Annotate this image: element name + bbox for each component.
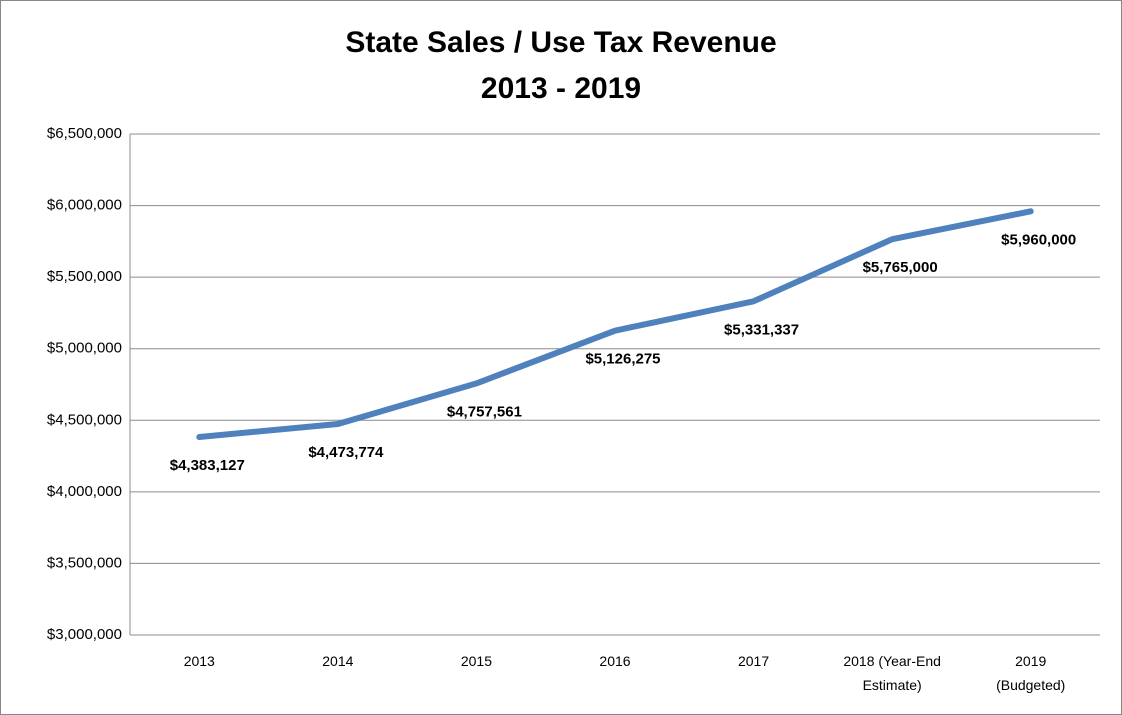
y-tick-label: $6,500,000	[47, 125, 122, 142]
x-tick-label: 2019 (Budgeted)	[996, 653, 1066, 693]
data-label: $5,331,337	[724, 321, 799, 338]
x-tick-label: 2016	[599, 653, 631, 669]
y-tick-label: $5,000,000	[47, 340, 122, 357]
data-line	[196, 208, 1034, 441]
chart-title: State Sales / Use Tax Revenue	[345, 26, 776, 59]
data-label: $5,126,275	[585, 351, 660, 368]
y-tick-label: $4,000,000	[47, 483, 122, 500]
x-tick-label: 2014	[322, 653, 354, 669]
y-tick-label: $5,500,000	[47, 268, 122, 285]
data-label: $4,383,127	[170, 457, 245, 474]
data-label: $5,960,000	[1001, 231, 1076, 248]
y-tick-label: $3,000,000	[47, 626, 122, 643]
data-label: $4,473,774	[308, 444, 384, 461]
x-tick-label: 2017	[737, 653, 770, 669]
x-tick-label: 2013	[183, 653, 215, 669]
data-label: $4,757,561	[447, 403, 522, 420]
y-tick-label: $6,000,000	[47, 197, 122, 214]
y-tick-label: $3,500,000	[47, 554, 122, 571]
x-tick-label: 2015	[460, 653, 492, 669]
data-label: $5,765,000	[863, 259, 938, 276]
y-tick-label: $4,500,000	[47, 411, 122, 428]
x-tick-label: 2018 (Year-End Estimate)	[843, 653, 941, 693]
chart-subtitle: 2013 - 2019	[481, 72, 641, 105]
